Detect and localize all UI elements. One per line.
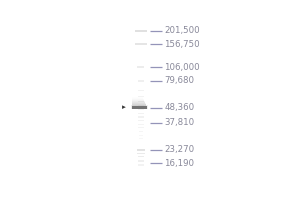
Bar [132,103,145,104]
Bar [138,109,144,110]
Text: 48,360: 48,360 [164,103,194,112]
Text: 23,270: 23,270 [164,145,194,154]
Polygon shape [122,105,126,109]
Bar [139,135,143,136]
Bar [138,113,144,114]
Bar [136,149,146,151]
Bar [132,97,143,99]
Bar [132,101,145,103]
Bar [131,105,148,109]
Bar [132,99,143,100]
Bar [137,66,145,68]
Bar [132,96,142,98]
Bar [138,164,144,166]
Bar [132,97,143,98]
Text: 37,810: 37,810 [164,118,194,127]
Bar [139,131,143,132]
Bar [132,99,144,101]
Bar [132,101,144,102]
Bar [132,102,145,103]
Bar [132,98,143,100]
Bar [132,104,146,105]
Bar [132,101,144,102]
Bar [132,102,145,104]
Bar [132,97,142,98]
Bar [132,99,144,100]
Bar [132,104,146,106]
Text: 156,750: 156,750 [164,40,200,49]
Bar [132,106,148,109]
Bar [132,100,144,101]
Bar [132,100,144,101]
Bar [138,124,143,125]
Bar [139,138,143,139]
Bar [138,127,143,128]
Bar [132,96,142,97]
Bar [138,156,144,157]
Bar [132,103,146,104]
Bar [138,105,144,106]
Bar [138,80,144,82]
Text: 79,680: 79,680 [164,76,194,85]
Bar [138,160,144,162]
Text: 106,000: 106,000 [164,63,200,72]
Bar [132,98,143,99]
Bar [132,101,145,102]
Bar [138,120,144,121]
Bar [138,96,144,97]
Text: 16,190: 16,190 [164,159,194,168]
Bar [132,105,146,106]
Bar [132,103,146,105]
Bar [138,90,144,91]
Bar [132,104,146,105]
Bar [138,101,144,102]
Bar [137,153,145,154]
Bar [135,43,146,45]
Bar [132,98,143,99]
Bar [132,96,142,97]
Bar [132,102,145,103]
Bar [135,30,146,32]
Bar [138,116,144,118]
Bar [132,100,144,101]
Bar [132,105,146,106]
Text: 201,500: 201,500 [164,26,200,35]
